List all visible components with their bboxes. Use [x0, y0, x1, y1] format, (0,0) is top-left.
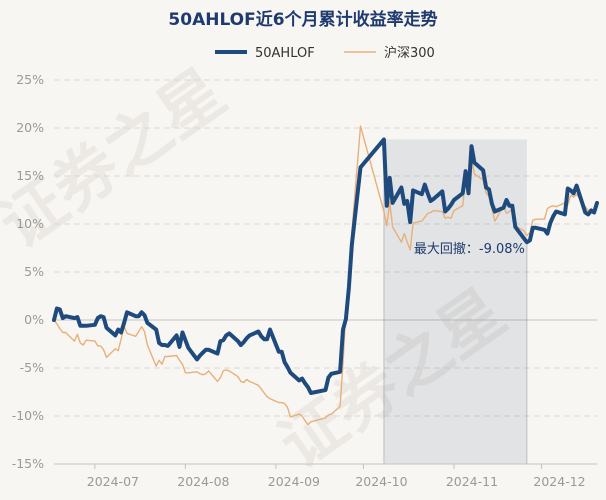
y-tick-label: -5%: [20, 360, 44, 375]
y-tick-label: 25%: [16, 72, 44, 87]
max-drawdown-band: [383, 139, 527, 464]
y-tick-label: 0%: [24, 312, 44, 327]
x-tick-label: 2024-12: [533, 474, 585, 489]
x-tick-label: 2024-11: [446, 474, 498, 489]
y-tick-label: 15%: [16, 168, 44, 183]
legend-label: 50AHLOF: [255, 46, 315, 61]
axes: 25% 20% 15% 10% 5% 0% -5% -10% -15% 2024-07 2024-0…: [12, 72, 597, 489]
max-drawdown-region: 最大回撤：-9.08%: [383, 139, 528, 464]
max-drawdown-label: 最大回撤：-9.08%: [414, 241, 525, 257]
x-tick-label: 2024-09: [268, 474, 320, 489]
y-tick-label: -15%: [12, 456, 44, 471]
legend-label: 沪深300: [384, 45, 435, 61]
series-line-50ahlof: [52, 137, 599, 395]
y-tick-label: 10%: [16, 216, 44, 231]
series-lines: [52, 125, 599, 426]
x-tick-label: 2024-10: [355, 474, 407, 489]
legend: 50AHLOF 沪深300: [215, 45, 435, 61]
x-tick-label: 2024-07: [87, 474, 139, 489]
x-tick-label: 2024-08: [177, 474, 229, 489]
y-tick-label: -10%: [12, 408, 44, 423]
chart-title: 50AHLOF近6个月累计收益率走势: [168, 9, 437, 30]
y-tick-label: 20%: [16, 120, 44, 135]
y-tick-label: 5%: [24, 264, 44, 279]
